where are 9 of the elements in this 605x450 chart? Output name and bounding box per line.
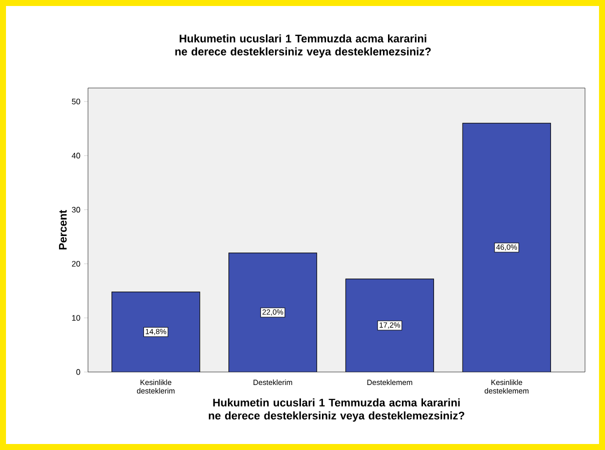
x-axis-title: Hukumetin ucuslari 1 Temmuzda acma kararini ne derece desteklersiniz veya desteklemezsiniz?	[208, 398, 464, 422]
y-tick-label: 10	[72, 315, 80, 321]
y-axis-title: Percent	[59, 210, 67, 250]
y-tick-label: 40	[72, 152, 80, 158]
y-tick-label: 50	[72, 98, 80, 104]
y-tick-label: 20	[72, 260, 80, 267]
y-tick-label: 0	[76, 369, 80, 375]
y-tick-label: 30	[72, 206, 80, 213]
chart-title: Hukumetin ucuslari 1 Temmuzda acma kararini ne derece desteklersiniz veya desteklemezsiniz?	[175, 34, 431, 58]
